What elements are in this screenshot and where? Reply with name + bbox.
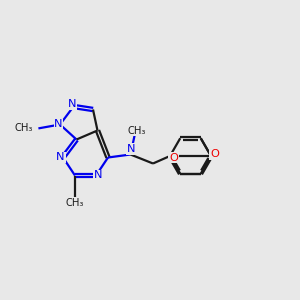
Text: N: N <box>54 119 63 129</box>
Text: N: N <box>68 99 76 109</box>
Text: N: N <box>94 170 103 181</box>
Text: CH₃: CH₃ <box>127 125 146 136</box>
Text: N: N <box>127 144 135 154</box>
Text: CH₃: CH₃ <box>66 198 84 208</box>
Text: O: O <box>210 149 219 160</box>
Text: CH₃: CH₃ <box>15 123 33 134</box>
Text: O: O <box>169 152 178 163</box>
Text: N: N <box>56 152 65 163</box>
